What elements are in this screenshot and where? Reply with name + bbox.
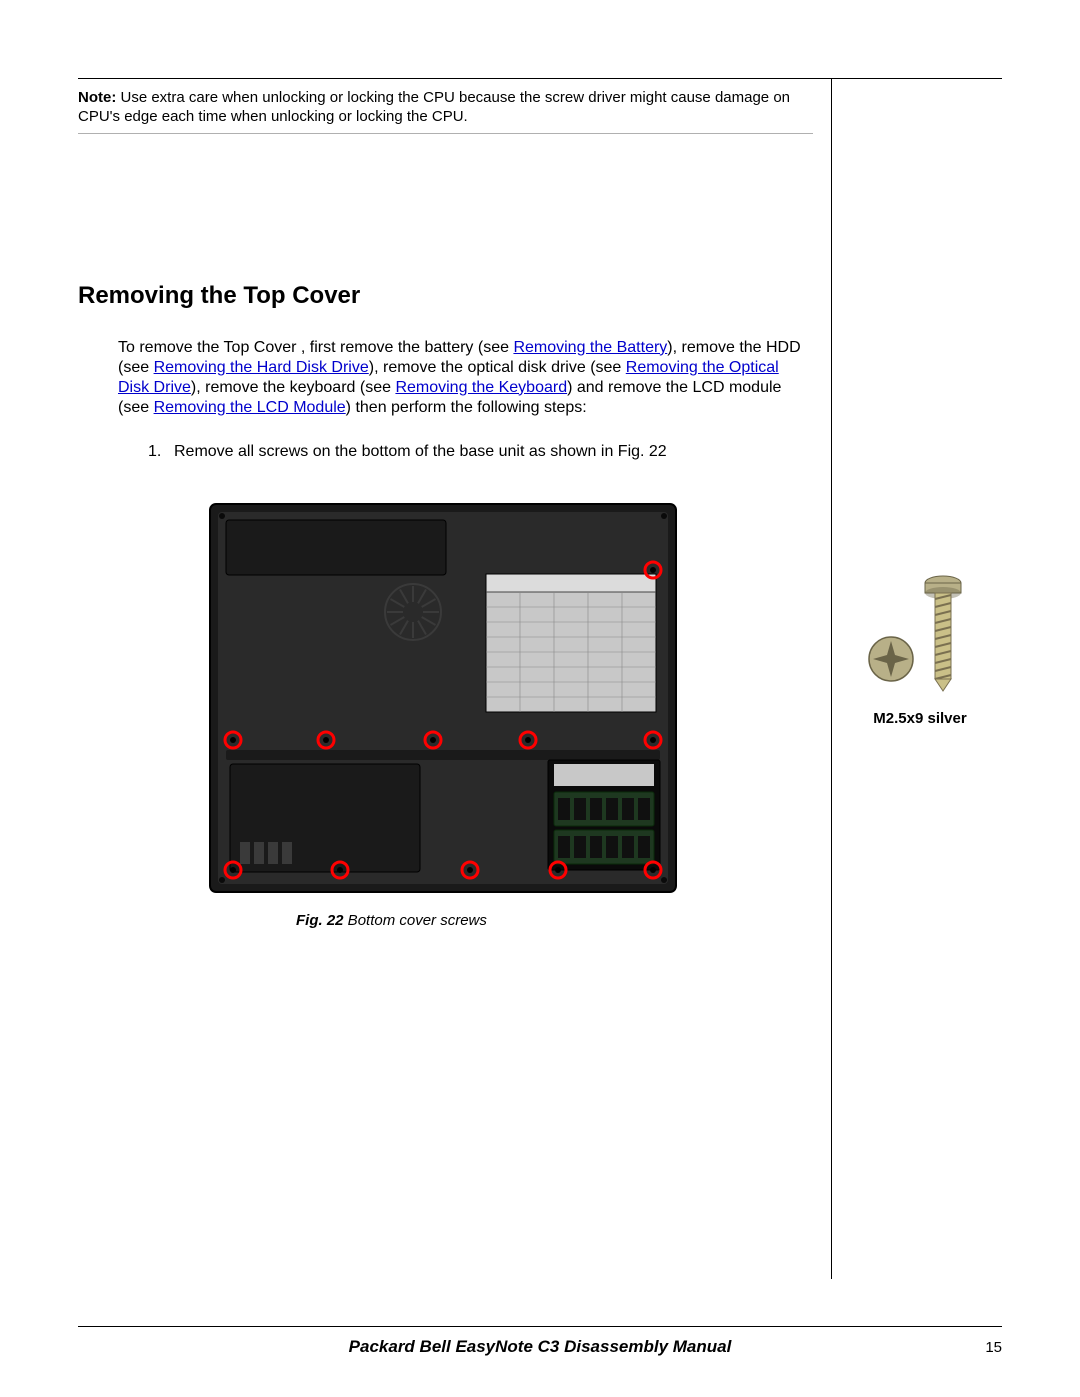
screw-label: M2.5x9 silver [850, 710, 990, 727]
note-label: Note: [78, 89, 116, 106]
note-text: Use extra care when unlocking or locking… [78, 89, 790, 125]
intro-text-3: ), remove the optical disk drive (see [369, 359, 626, 376]
link-removing-hdd[interactable]: Removing the Hard Disk Drive [154, 359, 369, 376]
document-page: Note: Use extra care when unlocking or l… [78, 78, 1002, 1357]
link-removing-battery[interactable]: Removing the Battery [513, 339, 667, 356]
figure-label: Fig. 22 [296, 912, 344, 929]
section-heading: Removing the Top Cover [78, 282, 813, 310]
side-column: M2.5x9 silver [832, 79, 1002, 1279]
laptop-bottom-illustration [208, 502, 678, 894]
two-column-layout: Note: Use extra care when unlocking or l… [78, 79, 1002, 1279]
step-item-1: 1. Remove all screws on the bottom of th… [148, 442, 813, 463]
screw-block: M2.5x9 silver [850, 569, 990, 727]
main-column: Note: Use extra care when unlocking or l… [78, 79, 832, 1279]
link-removing-keyboard[interactable]: Removing the Keyboard [395, 379, 567, 396]
step-list: 1. Remove all screws on the bottom of th… [148, 442, 813, 463]
intro-text-1: To remove the Top Cover , first remove t… [118, 339, 513, 356]
footer-page-number: 15 [962, 1339, 1002, 1356]
intro-paragraph: To remove the Top Cover , first remove t… [118, 338, 813, 418]
footer-title: Packard Bell EasyNote C3 Disassembly Man… [118, 1337, 962, 1357]
note-block: Note: Use extra care when unlocking or l… [78, 89, 813, 134]
intro-text-6: ) then perform the following steps: [346, 399, 587, 416]
figure-caption-text: Bottom cover screws [344, 912, 487, 929]
figure-caption: Fig. 22 Bottom cover screws [296, 912, 813, 929]
figure-block: Fig. 22 Bottom cover screws [208, 502, 813, 929]
page-footer: Packard Bell EasyNote C3 Disassembly Man… [78, 1326, 1002, 1357]
link-removing-lcd[interactable]: Removing the LCD Module [154, 399, 346, 416]
screw-illustration [865, 569, 975, 697]
step-text: Remove all screws on the bottom of the b… [174, 442, 667, 463]
intro-text-4: ), remove the keyboard (see [191, 379, 396, 396]
step-number: 1. [148, 442, 174, 463]
